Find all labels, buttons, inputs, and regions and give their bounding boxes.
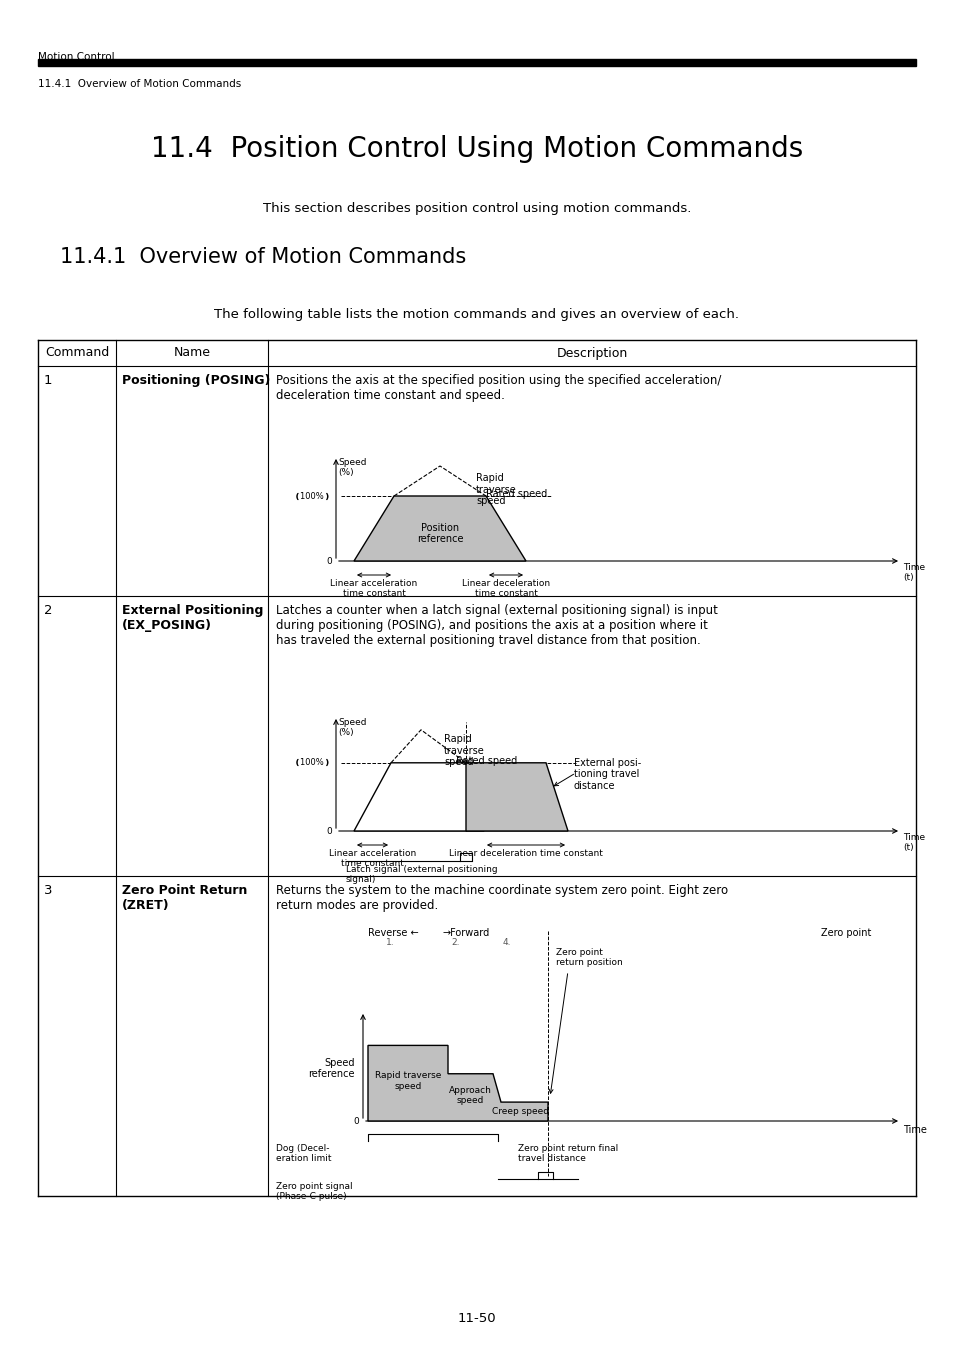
- Text: 11.4  Position Control Using Motion Commands: 11.4 Position Control Using Motion Comma…: [151, 135, 802, 163]
- Text: Positions the axis at the specified position using the specified acceleration/
d: Positions the axis at the specified posi…: [275, 374, 720, 403]
- Text: Zero point return final
travel distance: Zero point return final travel distance: [517, 1144, 618, 1163]
- Text: Returns the system to the machine coordinate system zero point. Eight zero
retur: Returns the system to the machine coordi…: [275, 884, 727, 912]
- Bar: [38, 59, 915, 66]
- Text: 0: 0: [326, 827, 332, 835]
- Text: Time
(t): Time (t): [902, 563, 924, 582]
- Text: Command: Command: [45, 346, 109, 359]
- Text: Positioning (POSING): Positioning (POSING): [122, 374, 270, 386]
- Text: ❪100%❫: ❪100%❫: [294, 758, 332, 767]
- Polygon shape: [465, 763, 567, 831]
- Text: 11-50: 11-50: [457, 1312, 496, 1324]
- Text: 2: 2: [44, 604, 52, 617]
- Text: Reverse ←: Reverse ←: [368, 928, 418, 938]
- Text: Description: Description: [556, 346, 627, 359]
- Text: Creep speed: Creep speed: [492, 1106, 548, 1116]
- Text: Linear acceleration
time constant: Linear acceleration time constant: [329, 848, 416, 869]
- Text: 2.: 2.: [451, 938, 459, 947]
- Text: Time
(t): Time (t): [902, 834, 924, 852]
- Text: Rapid
traverse
speed: Rapid traverse speed: [443, 734, 484, 767]
- Text: ❪100%❫: ❪100%❫: [294, 492, 332, 500]
- Text: This section describes position control using motion commands.: This section describes position control …: [262, 203, 691, 215]
- Text: Zero Point Return
(ZRET): Zero Point Return (ZRET): [122, 884, 247, 912]
- Text: Latches a counter when a latch signal (external positioning signal) is input
dur: Latches a counter when a latch signal (e…: [275, 604, 717, 647]
- Text: Linear deceleration
time constant: Linear deceleration time constant: [461, 580, 550, 598]
- Text: Zero point signal
(Phase-C pulse): Zero point signal (Phase-C pulse): [275, 1182, 353, 1201]
- Text: Speed
(%): Speed (%): [337, 458, 366, 477]
- Text: 0: 0: [326, 557, 332, 566]
- Polygon shape: [354, 496, 525, 561]
- Text: Linear deceleration time constant: Linear deceleration time constant: [449, 848, 602, 858]
- Text: External posi-
tioning travel
distance: External posi- tioning travel distance: [574, 758, 640, 790]
- Text: 1: 1: [44, 374, 52, 386]
- Text: Rapid traverse
speed: Rapid traverse speed: [375, 1071, 440, 1090]
- Text: Rated speed: Rated speed: [456, 757, 517, 766]
- Polygon shape: [354, 763, 483, 831]
- Text: The following table lists the motion commands and gives an overview of each.: The following table lists the motion com…: [214, 308, 739, 322]
- Text: Speed
reference: Speed reference: [308, 1058, 355, 1079]
- Polygon shape: [368, 1046, 547, 1121]
- Text: 1.: 1.: [386, 938, 395, 947]
- Text: Speed
(%): Speed (%): [337, 717, 366, 738]
- Text: Latch signal (external positioning
signal): Latch signal (external positioning signa…: [346, 865, 497, 885]
- Text: Zero point
return position: Zero point return position: [556, 948, 622, 967]
- Text: →Forward: →Forward: [442, 928, 490, 938]
- Text: Rated speed: Rated speed: [485, 489, 547, 499]
- Text: External Positioning
(EX_POSING): External Positioning (EX_POSING): [122, 604, 263, 632]
- Text: Motion Control: Motion Control: [38, 51, 114, 62]
- Text: Approach
speed: Approach speed: [449, 1086, 492, 1105]
- Text: 0: 0: [353, 1116, 358, 1125]
- Text: Position
reference: Position reference: [416, 523, 463, 544]
- Text: Dog (Decel-
eration limit: Dog (Decel- eration limit: [275, 1144, 331, 1163]
- Text: 11.4.1  Overview of Motion Commands: 11.4.1 Overview of Motion Commands: [60, 247, 466, 267]
- Text: Linear acceleration
time constant: Linear acceleration time constant: [330, 580, 417, 598]
- Text: Time: Time: [902, 1125, 926, 1135]
- Text: 11.4.1  Overview of Motion Commands: 11.4.1 Overview of Motion Commands: [38, 78, 241, 89]
- Text: 3: 3: [44, 884, 52, 897]
- Text: 4.: 4.: [502, 938, 511, 947]
- Text: Rapid
traverse
speed: Rapid traverse speed: [476, 473, 517, 507]
- Text: Name: Name: [173, 346, 211, 359]
- Text: Zero point: Zero point: [820, 928, 870, 938]
